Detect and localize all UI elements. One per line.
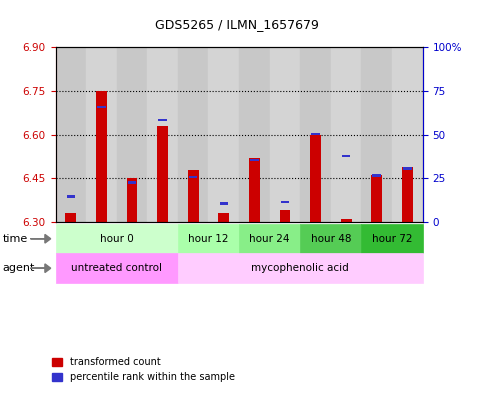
Bar <box>188 169 199 222</box>
Bar <box>239 47 270 222</box>
Text: GDS5265 / ILMN_1657679: GDS5265 / ILMN_1657679 <box>155 18 319 31</box>
Bar <box>127 178 137 222</box>
Bar <box>67 195 75 198</box>
Bar <box>117 47 147 222</box>
Bar <box>280 210 290 222</box>
Text: untreated control: untreated control <box>71 263 162 273</box>
Bar <box>402 167 412 222</box>
Bar <box>249 158 260 222</box>
Bar <box>147 47 178 222</box>
Bar <box>392 47 423 222</box>
Bar <box>372 174 381 176</box>
Bar <box>361 47 392 222</box>
Bar <box>178 47 209 222</box>
Bar <box>331 47 361 222</box>
Bar <box>403 167 412 170</box>
Bar <box>56 47 86 222</box>
Bar <box>66 213 76 222</box>
Bar <box>371 175 382 222</box>
Bar <box>219 202 228 205</box>
Bar <box>310 135 321 222</box>
Bar <box>342 155 351 157</box>
Text: hour 72: hour 72 <box>372 234 412 244</box>
Bar <box>300 47 331 222</box>
Bar <box>96 91 107 222</box>
Bar <box>250 159 259 161</box>
Bar <box>270 47 300 222</box>
Bar <box>218 213 229 222</box>
Legend: transformed count, percentile rank within the sample: transformed count, percentile rank withi… <box>48 354 239 386</box>
Bar <box>281 201 289 203</box>
Text: hour 0: hour 0 <box>100 234 134 244</box>
Bar <box>311 132 320 135</box>
Text: agent: agent <box>2 263 35 273</box>
Bar <box>86 47 117 222</box>
Text: hour 48: hour 48 <box>311 234 351 244</box>
Text: hour 12: hour 12 <box>188 234 229 244</box>
Text: time: time <box>2 234 28 244</box>
Bar <box>189 176 198 178</box>
Bar <box>341 219 352 222</box>
Bar <box>128 182 136 184</box>
Text: hour 24: hour 24 <box>249 234 290 244</box>
Bar <box>97 106 106 108</box>
Bar <box>157 126 168 222</box>
Text: mycophenolic acid: mycophenolic acid <box>251 263 349 273</box>
Bar <box>158 119 167 121</box>
Bar <box>209 47 239 222</box>
